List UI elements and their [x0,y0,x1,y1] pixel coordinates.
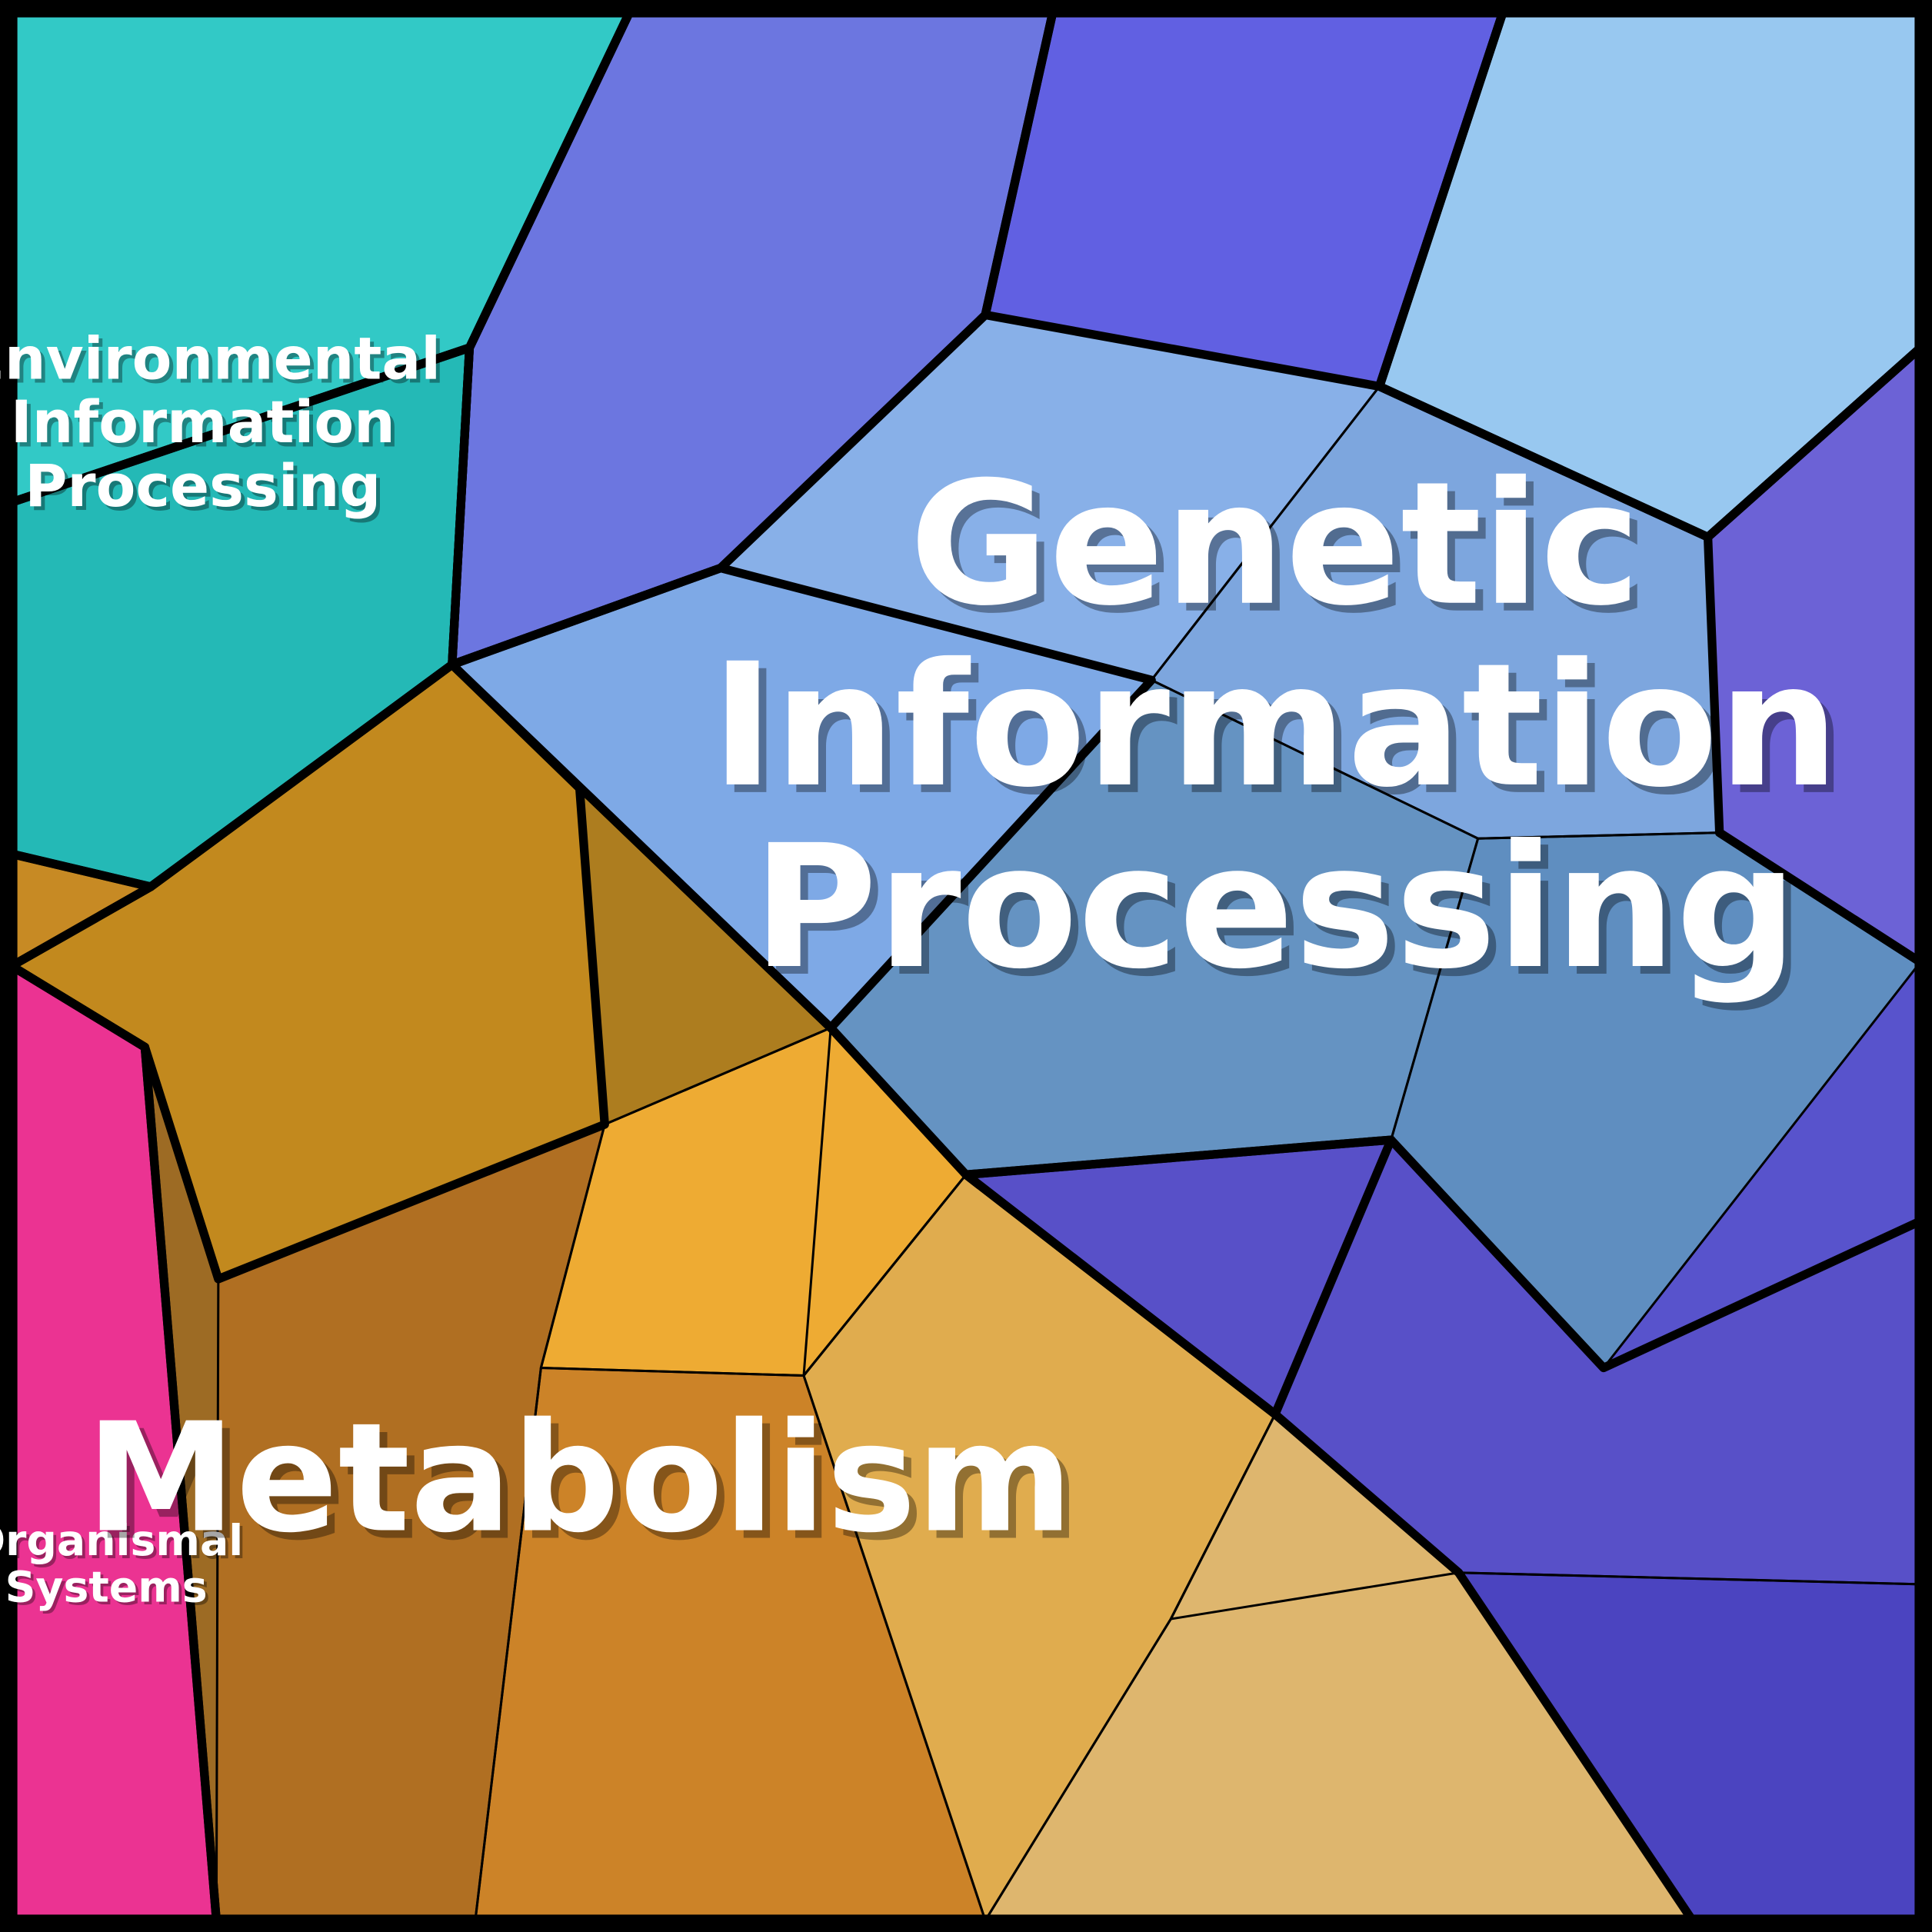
label-environmental: Processing [25,452,381,520]
label-genetic: Genetic [909,446,1641,644]
label-genetic: Processing [753,809,1797,1007]
label-environmental: Environmental [0,325,441,392]
voronoi-treemap-svg: EnvironmentalEnvironmentalInformationInf… [0,0,1932,1932]
diagram-wrap: EnvironmentalEnvironmentalInformationInf… [0,0,1932,1932]
label-environmental: Information [11,388,395,456]
label-metabolism: Metabolism [86,1391,1074,1567]
label-genetic: Information [711,628,1840,825]
